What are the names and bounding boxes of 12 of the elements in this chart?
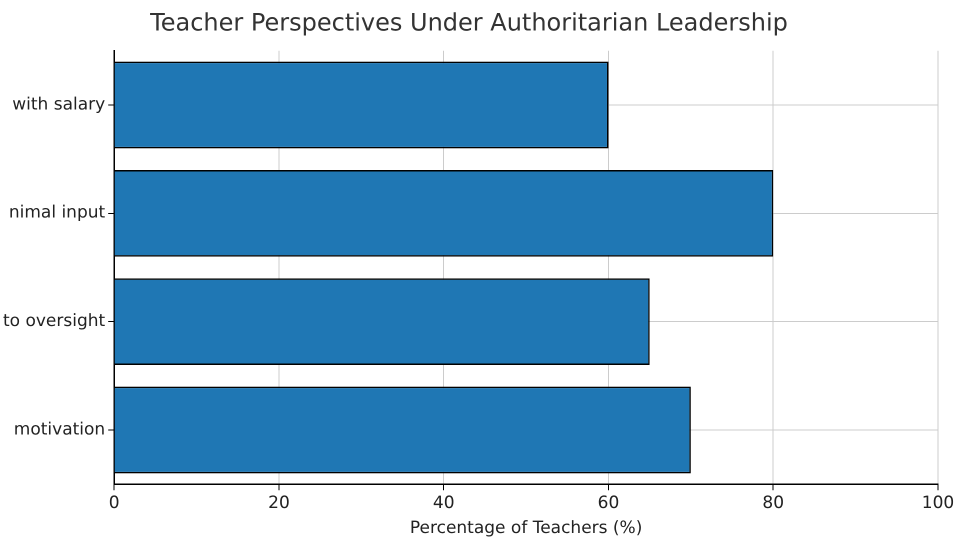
- y-tick-label: nimal input: [8, 202, 106, 223]
- y-tick-label: motivation: [14, 419, 106, 440]
- x-tick-label: 60: [598, 492, 620, 513]
- y-tick-label: to oversight: [2, 311, 106, 332]
- x-tick-label: 100: [922, 492, 954, 513]
- chart-title: Teacher Perspectives Under Authoritarian Leadership: [149, 8, 788, 37]
- x-tick-label: 80: [762, 492, 784, 513]
- x-axis-title: Percentage of Teachers (%): [410, 518, 642, 538]
- y-tick-label: with salary: [12, 94, 106, 114]
- x-tick-label: 40: [432, 492, 455, 513]
- x-tick-label: 20: [268, 492, 290, 513]
- x-tick-label: 0: [108, 492, 120, 513]
